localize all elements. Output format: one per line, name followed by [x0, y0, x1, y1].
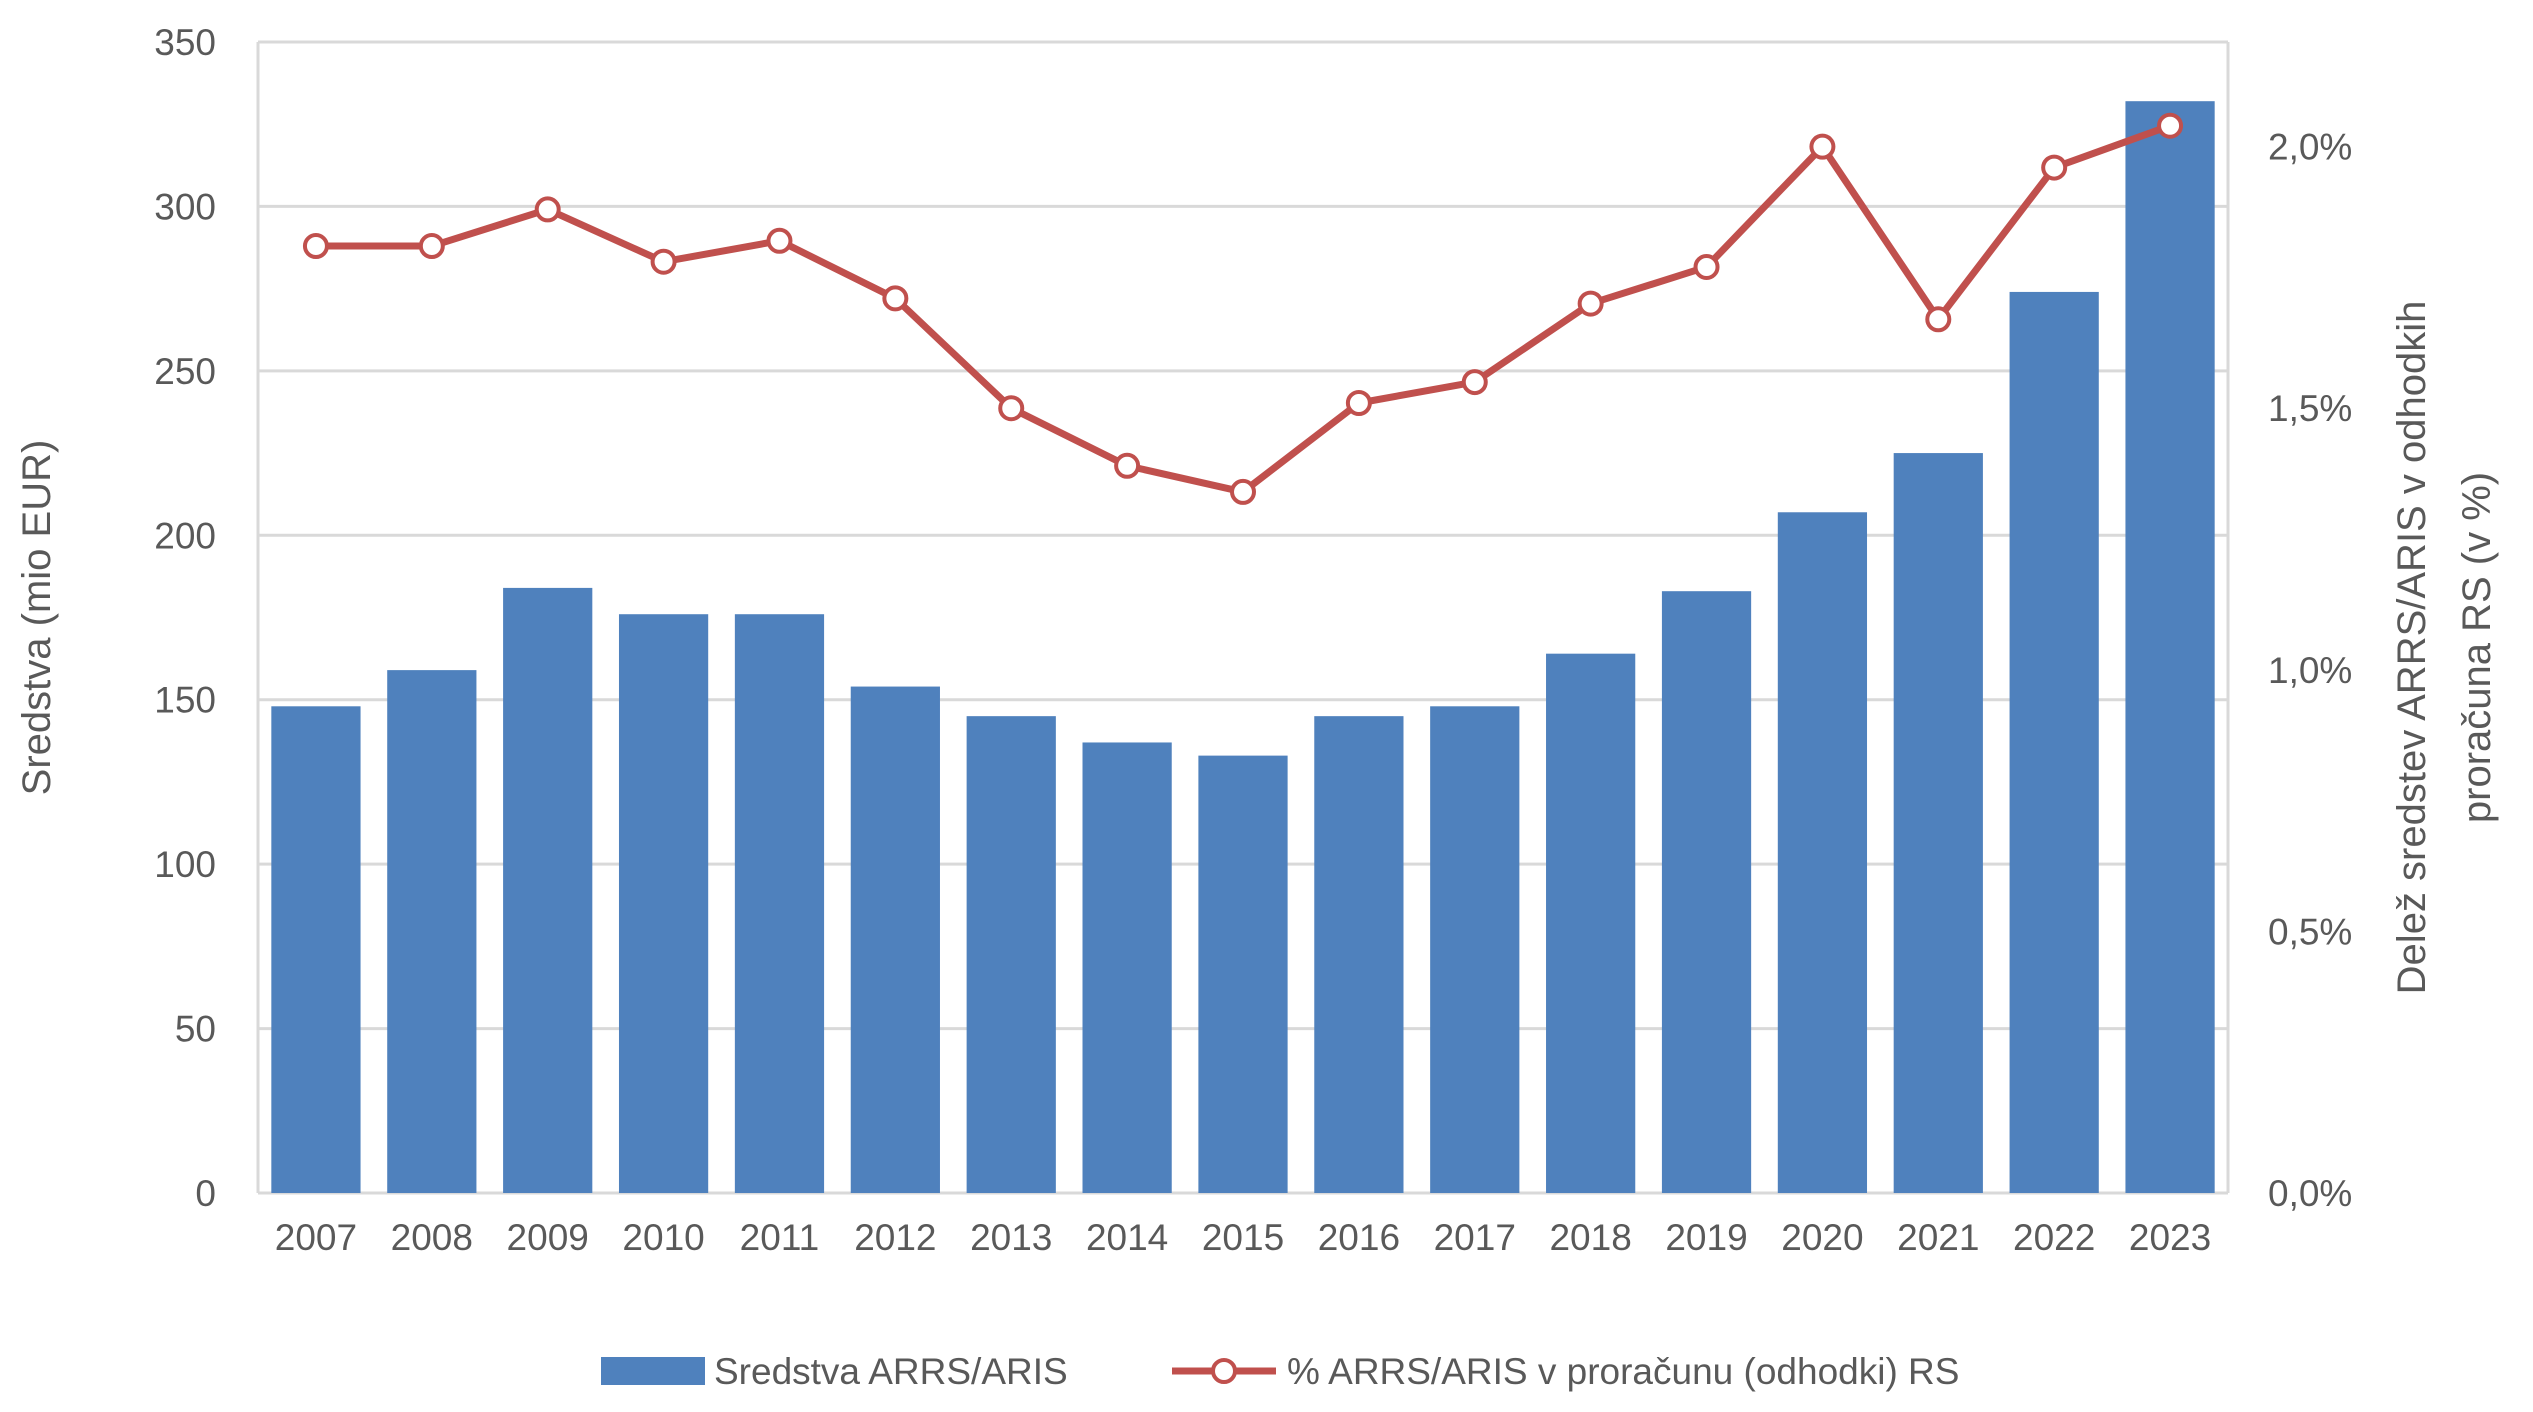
- bar: [1430, 706, 1520, 1193]
- y-right-tick-label: 1,0%: [2268, 650, 2352, 691]
- line-point: [2041, 154, 2068, 181]
- legend: Sredstva ARRS/ARIS % ARRS/ARIS v proračun…: [601, 1351, 1959, 1392]
- line-point: [1809, 133, 1836, 160]
- line-point: [1925, 306, 1952, 333]
- right-axis: 0,0% 0,5% 1,0% 1,5% 2,0%: [2268, 127, 2352, 1214]
- line-point: [534, 196, 561, 223]
- y-left-tick-label: 100: [154, 844, 216, 885]
- line-point: [302, 233, 329, 260]
- x-axis: 2007 2008 2009 2010 2011 2012 2013 2014 2015 2016…: [275, 1217, 2211, 1258]
- x-tick-label: 2019: [1665, 1217, 1747, 1258]
- x-tick-label: 2011: [740, 1217, 820, 1258]
- bar: [966, 716, 1056, 1193]
- x-tick-label: 2017: [1434, 1217, 1516, 1258]
- y-right-tick-label: 0,5%: [2268, 911, 2352, 952]
- legend-bar-swatch: [601, 1357, 705, 1385]
- x-tick-label: 2020: [1781, 1217, 1863, 1258]
- y-left-tick-label: 200: [154, 515, 216, 556]
- line-point: [418, 233, 445, 260]
- bar: [618, 614, 709, 1193]
- bar: [1198, 755, 1288, 1193]
- y-left-axis-title: Sredstva (mio EUR): [15, 440, 59, 796]
- bar: [1777, 512, 1868, 1193]
- x-tick-label: 2015: [1202, 1217, 1284, 1258]
- line-point: [650, 248, 677, 275]
- line-point: [1230, 478, 1256, 505]
- line-point: [998, 395, 1025, 422]
- line-point: [1693, 253, 1720, 280]
- line-point: [1577, 290, 1604, 317]
- x-tick-label: 2021: [1897, 1217, 1979, 1258]
- x-tick-label: 2013: [970, 1217, 1052, 1258]
- y-right-tick-label: 2,0%: [2268, 127, 2352, 168]
- bar: [2009, 291, 2099, 1194]
- x-tick-label: 2009: [507, 1217, 589, 1258]
- bar: [2125, 101, 2215, 1193]
- legend-line-marker: [1211, 1358, 1237, 1384]
- x-tick-label: 2008: [391, 1217, 473, 1258]
- bar-series: [271, 101, 2215, 1194]
- x-tick-label: 2007: [275, 1217, 357, 1258]
- y-left-tick-label: 250: [154, 351, 216, 392]
- y-right-tick-label: 0,0%: [2268, 1173, 2352, 1214]
- left-axis: 0 50 100 150 200 250 300 350: [154, 22, 216, 1214]
- bar: [734, 614, 825, 1193]
- x-tick-label: 2018: [1549, 1217, 1631, 1258]
- x-tick-label: 2016: [1318, 1217, 1400, 1258]
- x-tick-label: 2022: [2013, 1217, 2095, 1258]
- x-tick-label: 2012: [854, 1217, 936, 1258]
- bar: [1893, 453, 1983, 1194]
- legend-label-bars: Sredstva ARRS/ARIS: [714, 1351, 1068, 1392]
- bar: [1661, 591, 1752, 1193]
- y-left-tick-label: 350: [154, 22, 216, 63]
- bar: [503, 587, 593, 1193]
- legend-label-line: % ARRS/ARIS v proračunu (odhodki) RS: [1287, 1351, 1959, 1392]
- bar: [1314, 716, 1404, 1193]
- x-tick-label: 2010: [622, 1217, 704, 1258]
- line-point: [2157, 112, 2184, 139]
- line-point: [1461, 369, 1488, 396]
- bar: [1082, 742, 1172, 1193]
- y-left-tick-label: 50: [175, 1009, 216, 1050]
- bar: [271, 706, 361, 1193]
- line-point: [766, 227, 793, 254]
- bar: [850, 686, 940, 1193]
- bar: [387, 670, 477, 1193]
- y-right-tick-label: 1,5%: [2268, 388, 2352, 429]
- y-left-tick-label: 300: [154, 186, 216, 227]
- line-point: [1114, 452, 1141, 479]
- series-line: [315, 122, 2172, 496]
- x-tick-label: 2014: [1086, 1217, 1168, 1258]
- y-left-tick-label: 0: [195, 1173, 216, 1214]
- x-tick-label: 2023: [2129, 1217, 2211, 1258]
- y-right-axis-title-line1: Delež sredstev ARRS/ARIS v odhodkih: [2390, 301, 2434, 995]
- y-left-tick-label: 150: [154, 680, 216, 721]
- line-point: [1345, 389, 1372, 416]
- bar: [1546, 653, 1636, 1193]
- axis-titles: Sredstva (mio EUR) Delež sredstev ARRS/AR…: [15, 301, 2499, 995]
- y-right-axis-title-line2: proračuna RS (v %): [2455, 472, 2499, 823]
- line-series: [302, 112, 2184, 505]
- line-point: [882, 285, 909, 312]
